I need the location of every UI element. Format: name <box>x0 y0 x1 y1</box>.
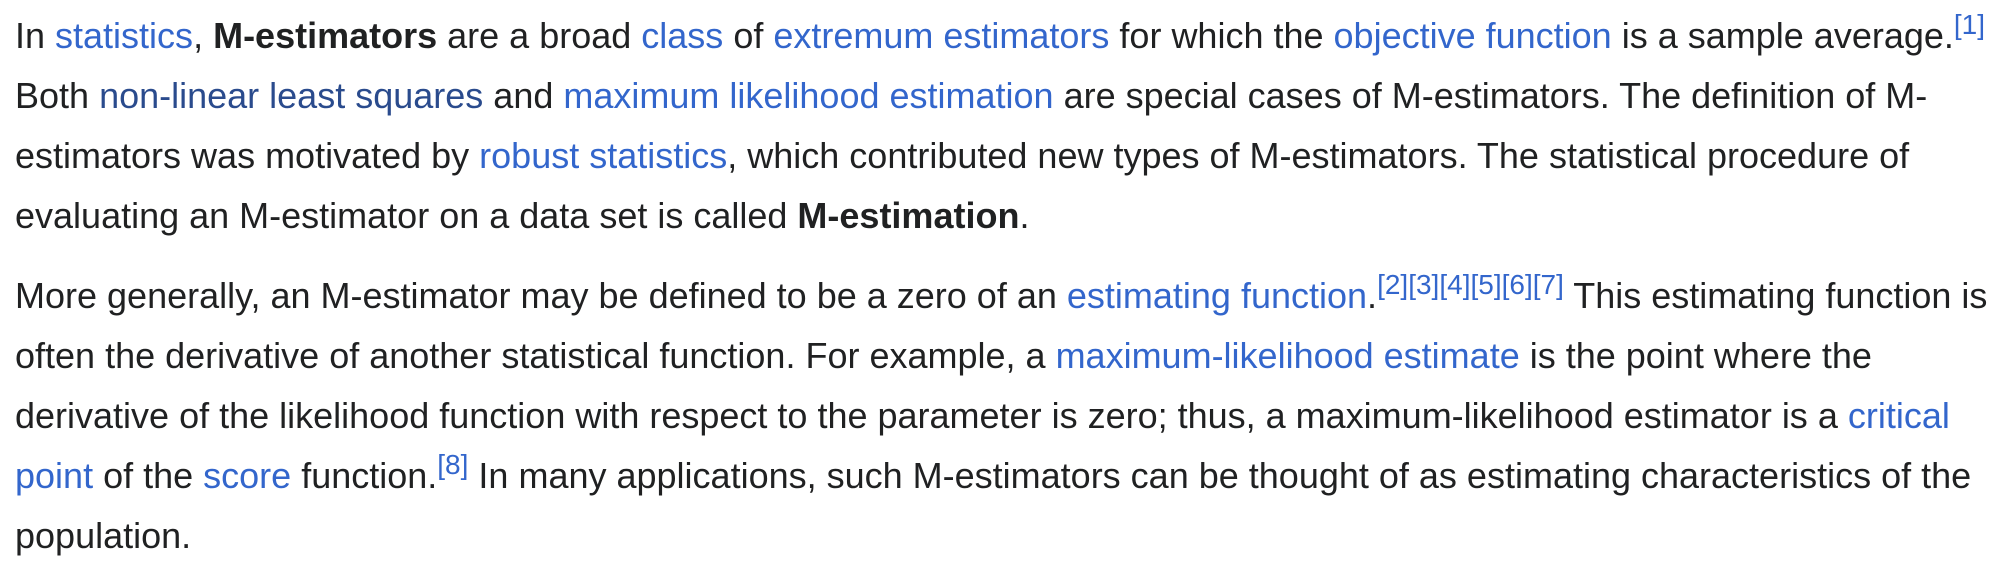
text-run: is a sample average. <box>1611 15 1954 56</box>
text-run: are special cases of M-estimators. The d… <box>15 75 1928 176</box>
citation-8: [8] <box>437 449 468 480</box>
text-run: is the point where the derivative of the… <box>15 335 1872 436</box>
text-run: for which the <box>1109 15 1334 56</box>
link-non-linear-least-squares[interactable]: non-linear least squares <box>99 75 484 116</box>
link-critical-point[interactable]: critical point <box>15 395 1950 496</box>
link-statistics[interactable]: statistics <box>55 15 194 56</box>
text-run: of <box>723 15 774 56</box>
link-extremum-estimators[interactable]: extremum estimators <box>773 15 1110 56</box>
text-run: Both <box>15 75 100 116</box>
link-class[interactable]: class <box>641 15 724 56</box>
citation-1: [1] <box>1954 9 1985 40</box>
text-run: function. <box>291 455 438 496</box>
text-run: , which contributed new types of M-estim… <box>15 135 1910 236</box>
bold-term-m-estimation: M-estimation <box>797 195 1020 236</box>
citation-link-7[interactable]: [7] <box>1532 269 1564 300</box>
text-run: This estimating function is often the de… <box>15 275 1988 376</box>
text-run: and <box>483 75 564 116</box>
link-maximum-likelihood-estimate[interactable]: maximum-likelihood estimate <box>1055 335 1520 376</box>
text-run: More generally, an M-estimator may be de… <box>15 275 1067 316</box>
citation-link-8[interactable]: [8] <box>437 449 469 480</box>
link-estimating-function[interactable]: estimating function <box>1066 275 1368 316</box>
citation-link-3[interactable]: [3] <box>1408 269 1440 300</box>
text-run: In <box>15 15 56 56</box>
citation-group-2-7: [2][3][4][5][6][7] <box>1377 269 1564 300</box>
citation-link-4[interactable]: [4] <box>1439 269 1471 300</box>
paragraph-general: More generally, an M-estimator may be de… <box>15 266 1998 566</box>
bold-term-m-estimators: M-estimators <box>213 15 438 56</box>
link-score[interactable]: score <box>203 455 292 496</box>
text-run: of the <box>93 455 204 496</box>
link-robust-statistics[interactable]: robust statistics <box>479 135 728 176</box>
citation-link-6[interactable]: [6] <box>1501 269 1533 300</box>
link-objective-function[interactable]: objective function <box>1333 15 1612 56</box>
text-run: , <box>193 15 214 56</box>
link-maximum-likelihood-estimation[interactable]: maximum likelihood estimation <box>563 75 1054 116</box>
citation-link-2[interactable]: [2] <box>1377 269 1409 300</box>
citation-link-1[interactable]: [1] <box>1953 9 1986 40</box>
text-run: are a broad <box>437 15 642 56</box>
citation-link-5[interactable]: [5] <box>1470 269 1502 300</box>
text-run: . <box>1367 275 1378 316</box>
text-run: In many applications, such M-estimators … <box>15 455 1972 556</box>
paragraph-intro: In statistics, M-estimators are a broad … <box>15 6 1998 246</box>
text-run: . <box>1019 195 1030 236</box>
